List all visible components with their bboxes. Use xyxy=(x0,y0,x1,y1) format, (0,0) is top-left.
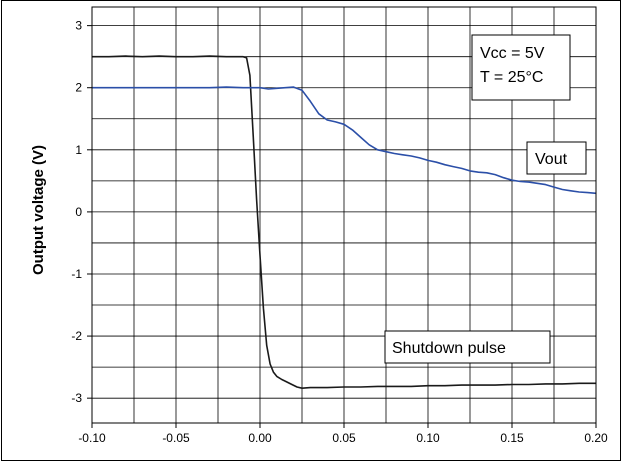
y-tick-label: -2 xyxy=(71,329,82,343)
x-tick-label: 0.10 xyxy=(416,431,440,445)
annotation-shutdown-text: Shutdown pulse xyxy=(392,340,506,357)
x-tick-label: 0.00 xyxy=(248,431,272,445)
y-tick-label: 2 xyxy=(75,81,82,95)
x-tick-label: 0.15 xyxy=(500,431,524,445)
plot-area xyxy=(91,6,597,424)
tick-marks xyxy=(87,25,597,428)
series-lines xyxy=(92,55,597,390)
x-tick-label: -0.10 xyxy=(78,431,106,445)
series-line-shutdown-pulse xyxy=(92,55,596,390)
annotation-vout: Vout xyxy=(526,141,587,175)
x-tick-label: -0.05 xyxy=(162,431,190,445)
annotation-temp: T = 25°C xyxy=(480,69,543,86)
x-tick-label: 0.05 xyxy=(332,431,356,445)
y-tick-labels: 3 2 1 0 -1 -2 -3 xyxy=(71,19,82,406)
annotation-shutdown: Shutdown pulse xyxy=(384,330,551,364)
y-tick-label: -3 xyxy=(71,391,82,405)
y-tick-label: 0 xyxy=(75,205,82,219)
y-axis-title: Output voltage (V) xyxy=(30,145,47,275)
x-tick-label: 0.20 xyxy=(584,431,608,445)
y-tick-label: 1 xyxy=(75,143,82,157)
y-tick-label: 3 xyxy=(75,19,82,33)
x-tick-labels: -0.10 -0.05 0.00 0.05 0.10 0.15 0.20 xyxy=(78,431,608,445)
series-line-vout xyxy=(92,86,597,195)
annotation-vcc: Vcc = 5V xyxy=(480,45,545,62)
y-tick-label: -1 xyxy=(71,267,82,281)
annotation-vout-text: Vout xyxy=(535,151,568,168)
annotation-conditions: Vcc = 5V T = 25°C xyxy=(471,34,571,101)
